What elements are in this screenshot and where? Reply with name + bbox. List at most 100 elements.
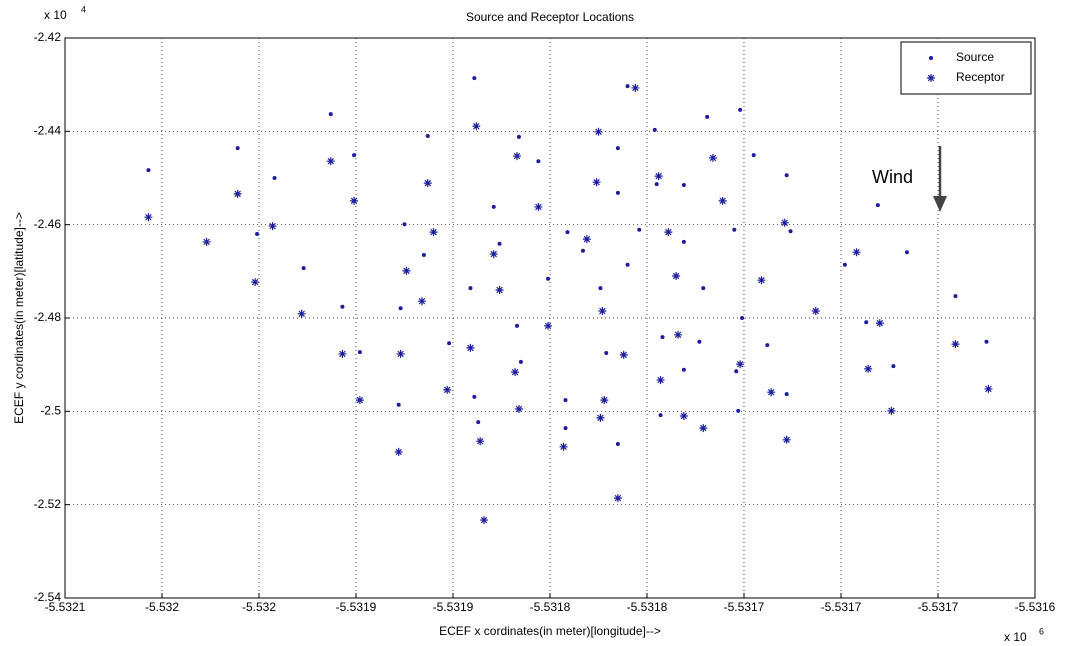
marks: [144, 76, 993, 525]
y-tick-label: -2.42: [34, 30, 62, 44]
point: [396, 402, 401, 407]
y-axis-label: ECEF y cordinates(in meter)[latitude]-->: [12, 212, 26, 424]
point: [536, 159, 541, 164]
point: [582, 235, 591, 244]
point: [664, 228, 673, 237]
point: [476, 437, 485, 446]
point: [398, 306, 403, 311]
point: [563, 398, 568, 403]
point: [637, 227, 642, 232]
point: [394, 447, 403, 456]
point: [631, 83, 640, 92]
point: [734, 369, 739, 374]
point: [780, 218, 789, 227]
point: [472, 394, 477, 399]
legend: Source Receptor: [900, 41, 1032, 95]
point: [338, 349, 347, 358]
point: [417, 297, 426, 306]
point: [515, 323, 520, 328]
point: [518, 359, 523, 364]
point: [513, 152, 522, 161]
point: [297, 309, 306, 318]
point: [615, 442, 620, 446]
point: [738, 107, 743, 112]
point: [681, 239, 686, 244]
legend-box: [900, 41, 1032, 95]
point: [447, 341, 452, 346]
y-multiplier-exponent: 4: [81, 4, 86, 14]
point: [875, 319, 884, 328]
point: [613, 494, 622, 503]
x-axis-label: ECEF x cordinates(in meter)[longitude]--…: [439, 624, 661, 638]
point: [233, 189, 242, 198]
point: [953, 294, 958, 299]
point: [604, 351, 609, 355]
point: [594, 127, 603, 136]
point: [705, 114, 710, 119]
point: [598, 286, 603, 291]
point: [534, 202, 543, 211]
point: [396, 349, 405, 358]
point: [736, 408, 741, 413]
point: [301, 266, 306, 271]
y-tick-label: -2.54: [34, 590, 62, 604]
point: [146, 168, 151, 173]
point: [497, 241, 502, 246]
point: [732, 227, 737, 232]
point: [674, 330, 683, 339]
legend-label: Receptor: [956, 70, 1005, 84]
point: [660, 335, 665, 340]
y-multiplier: x 10: [44, 8, 67, 22]
point: [326, 157, 335, 166]
wind-arrow-head: [933, 196, 947, 212]
point: [350, 196, 359, 205]
point: [864, 320, 869, 325]
point: [421, 253, 426, 257]
point: [658, 413, 663, 418]
y-tick-label: -2.46: [34, 217, 62, 231]
point: [751, 153, 756, 158]
point: [476, 420, 481, 425]
point: [652, 127, 657, 132]
point: [654, 172, 663, 181]
point: [489, 250, 498, 259]
point: [268, 222, 277, 231]
x-multiplier-exponent: 6: [1039, 626, 1044, 636]
point: [600, 396, 609, 405]
point: [625, 84, 630, 89]
point: [511, 368, 520, 377]
point: [402, 266, 411, 275]
point: [402, 222, 407, 227]
point: [592, 178, 601, 187]
point: [625, 262, 630, 267]
point: [466, 343, 475, 352]
point: [852, 248, 861, 257]
point: [757, 276, 766, 285]
x-tick-label: -5.5321: [45, 600, 86, 614]
point: [580, 248, 585, 253]
point: [472, 76, 477, 81]
x-multiplier: x 10: [1004, 630, 1027, 644]
x-tick-label: -5.5318: [627, 600, 668, 614]
point: [468, 286, 473, 291]
point: [480, 516, 489, 525]
point: [904, 250, 909, 255]
point: [272, 176, 277, 180]
point: [679, 412, 688, 420]
point: [708, 153, 717, 162]
point: [615, 146, 620, 151]
point: [429, 228, 438, 237]
point: [516, 134, 521, 139]
point: [357, 350, 362, 355]
point: [811, 307, 820, 315]
point: [784, 173, 789, 178]
x-tick-label: -5.5316: [1015, 600, 1056, 614]
point: [681, 367, 686, 372]
point: [697, 339, 702, 344]
x-tick-label: -5.532: [145, 600, 179, 614]
point: [842, 262, 847, 267]
point: [144, 213, 153, 222]
